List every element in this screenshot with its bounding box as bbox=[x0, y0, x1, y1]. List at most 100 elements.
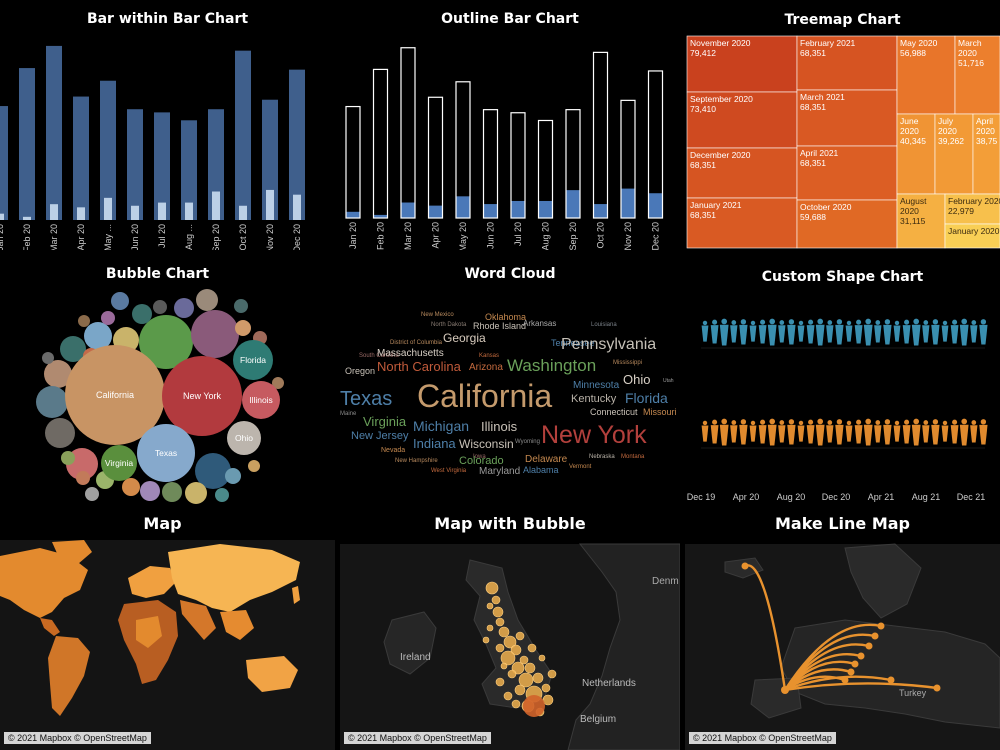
treemap-cell: April 2021 68,351 bbox=[796, 145, 898, 201]
person-head bbox=[932, 319, 939, 325]
location-bubble-large bbox=[523, 695, 545, 717]
word-cloud-panel: Word Cloud New Mexico Oklahoma North Dakot… bbox=[335, 258, 685, 508]
route-endpoint bbox=[871, 632, 879, 640]
treemap-panel: Treemap Chart November 2020 79,412 Septemb… bbox=[685, 0, 1000, 255]
word-new-york: New York bbox=[541, 421, 647, 449]
bubble bbox=[101, 311, 115, 325]
bar-within-bar-title: Bar within Bar Chart bbox=[86, 11, 249, 27]
map-panel: Map © 2021 Mapbox © OpenStreetMap bbox=[0, 508, 335, 750]
person-body bbox=[911, 424, 921, 446]
treemap-cell: March 2020 51,716 bbox=[954, 35, 1000, 115]
x-tick-label: Mar 20 bbox=[49, 224, 59, 250]
treemap-value-line: 22,979 bbox=[948, 206, 974, 216]
person-head bbox=[731, 420, 737, 425]
treemap-cell-label: August 2020 31,115 bbox=[900, 196, 927, 226]
person-head bbox=[740, 419, 747, 425]
treemap-value-line: 68,351 bbox=[800, 102, 826, 112]
outline-bar bbox=[537, 119, 554, 219]
person-body bbox=[970, 325, 978, 343]
person-body bbox=[719, 324, 729, 346]
bubble bbox=[140, 481, 160, 501]
location-bubble bbox=[482, 636, 490, 644]
person-head bbox=[769, 318, 776, 325]
treemap-value-line: 39,262 bbox=[938, 136, 964, 146]
treemap-cell: May 2020 56,988 bbox=[896, 35, 956, 115]
person-head bbox=[884, 419, 891, 425]
outer-bar bbox=[127, 109, 143, 220]
location-bubble bbox=[527, 643, 537, 653]
bubble bbox=[122, 478, 140, 496]
person-body bbox=[778, 325, 786, 343]
australia-shape bbox=[246, 656, 298, 692]
person-body bbox=[959, 324, 969, 346]
line-map-chart: Turkey bbox=[685, 543, 1000, 750]
person-body bbox=[893, 425, 901, 442]
location-bubble bbox=[492, 606, 504, 618]
outline-bar bbox=[592, 51, 609, 219]
bubble-panel: Bubble Chart California New York Texas Flor… bbox=[0, 258, 335, 508]
outer-bar bbox=[73, 96, 89, 220]
bubble bbox=[111, 292, 129, 310]
person-head bbox=[913, 418, 920, 425]
treemap-value-line: 68,351 bbox=[690, 160, 716, 170]
person-body bbox=[749, 425, 757, 442]
x-tick-label: May 20 bbox=[458, 222, 468, 250]
location-bubble bbox=[524, 662, 536, 674]
treemap-value-line: 38,75 bbox=[976, 136, 998, 146]
word-connecticut: Connecticut bbox=[590, 407, 638, 417]
location-bubble bbox=[532, 672, 544, 684]
person-head bbox=[856, 419, 862, 425]
person-body bbox=[893, 325, 901, 342]
treemap-cell-rect bbox=[686, 197, 798, 249]
inner-bar bbox=[0, 213, 4, 220]
line-map-panel: Make Line Map Turkey © 2021 Mapbox © Ope… bbox=[685, 508, 1000, 750]
x-tick-label: Jul 20 bbox=[513, 222, 523, 246]
outer-bar bbox=[181, 120, 197, 220]
person-body bbox=[787, 424, 796, 445]
bubble bbox=[234, 299, 248, 313]
word-oklahoma: Oklahoma bbox=[485, 312, 526, 322]
treemap-label-line: January 2020 bbox=[948, 226, 1000, 236]
person-body bbox=[787, 324, 796, 345]
bubble bbox=[272, 377, 284, 389]
treemap-cell-label: April 2021 68,351 bbox=[800, 148, 839, 168]
outline-bar bbox=[455, 81, 471, 219]
person-body bbox=[883, 324, 892, 345]
bubble-california bbox=[65, 345, 165, 445]
treemap-cell-label: March 2020 51,716 bbox=[958, 38, 984, 68]
word-tennessee: Tennessee bbox=[551, 338, 595, 348]
outline-bar bbox=[510, 112, 526, 219]
bubble bbox=[235, 320, 251, 336]
person-body bbox=[815, 324, 825, 346]
location-bubble bbox=[495, 677, 505, 687]
shape-row bbox=[701, 418, 988, 446]
word-new-hampshire: New Hampshire bbox=[395, 458, 438, 464]
person-head bbox=[980, 419, 987, 425]
x-tick-label: Aug 20 bbox=[777, 492, 806, 502]
treemap-cell-rect bbox=[796, 199, 898, 249]
treemap-cell: March 2021 68,351 bbox=[796, 89, 898, 147]
person-head bbox=[971, 420, 977, 425]
x-tick-label: Apr 20 bbox=[733, 492, 760, 502]
treemap-label-line: March bbox=[958, 38, 982, 48]
location-bubble bbox=[515, 631, 525, 641]
person-head bbox=[817, 418, 824, 425]
outline-bar-title: Outline Bar Chart bbox=[441, 11, 579, 27]
person-head bbox=[894, 420, 900, 426]
word-arizona: Arizona bbox=[469, 362, 503, 373]
person-body bbox=[941, 325, 949, 342]
x-tick-label: Dec 21 bbox=[957, 492, 986, 502]
person-body bbox=[739, 324, 748, 345]
route-line bbox=[784, 675, 892, 692]
treemap-label-line: 2020 bbox=[900, 206, 919, 216]
x-tick-label: Apr 20 bbox=[431, 222, 441, 249]
bubble-label: Texas bbox=[155, 448, 177, 458]
filled-bar bbox=[346, 211, 360, 218]
treemap-label-line: 2020 bbox=[900, 126, 919, 136]
location-bubble bbox=[519, 655, 529, 665]
filled-bar bbox=[621, 188, 635, 218]
south-america-shape bbox=[48, 636, 90, 716]
word-mississippi: Mississippi bbox=[613, 360, 642, 366]
netherlands-label: Netherlands bbox=[582, 678, 636, 689]
person-head bbox=[702, 420, 708, 426]
